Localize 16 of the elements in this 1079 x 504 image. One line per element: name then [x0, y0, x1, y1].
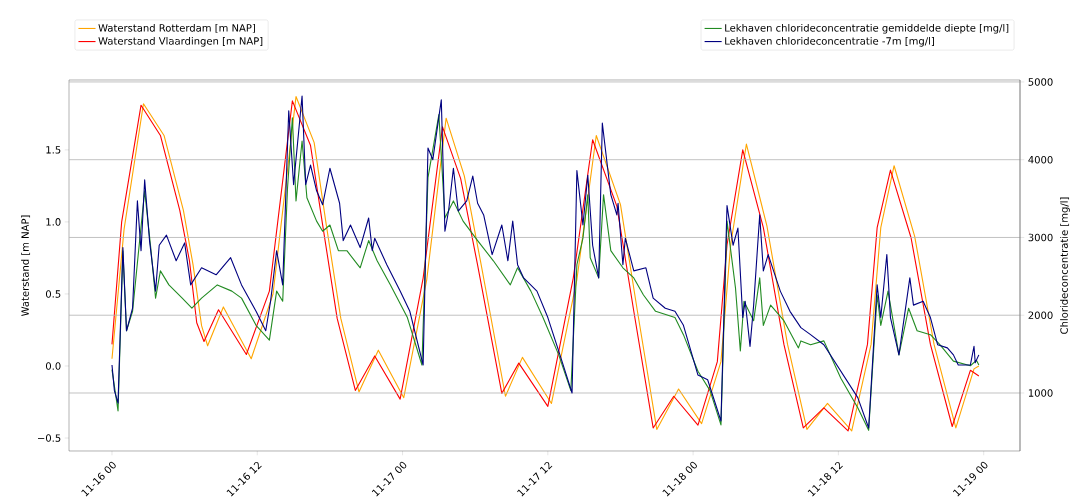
y2-tick-label: 4000	[1028, 155, 1053, 164]
y-tick-label: 0.0	[45, 362, 61, 370]
y-tick-label: 1.5	[46, 146, 61, 154]
legend-label: Waterstand Rotterdam [m NAP]	[98, 23, 255, 33]
y2-tick-label: 5000	[1028, 78, 1053, 86]
y2-tick-label: 3000	[1028, 233, 1053, 242]
y-tick-label: 1.0	[46, 218, 61, 226]
legend-label: Lekhaven chlorideconcentratie -7m [mg/l]	[725, 37, 934, 47]
y2-tick-label: 2000	[1028, 311, 1053, 320]
legend-label: Lekhaven chlorideconcentratie gemiddelde diepte [mg/l]	[725, 23, 1009, 34]
y2-tick-label: 1000	[1028, 389, 1053, 397]
y-tick-label: −0.5	[37, 434, 61, 442]
legend-label: Waterstand Vlaardingen [m NAP]	[98, 37, 263, 47]
y2-axis-title: Chlorideconcentratie [mg/l]	[1060, 197, 1070, 334]
y-tick-label: 0.5	[45, 290, 61, 298]
y-axis-title: Waterstand [m NAP]	[21, 215, 31, 317]
